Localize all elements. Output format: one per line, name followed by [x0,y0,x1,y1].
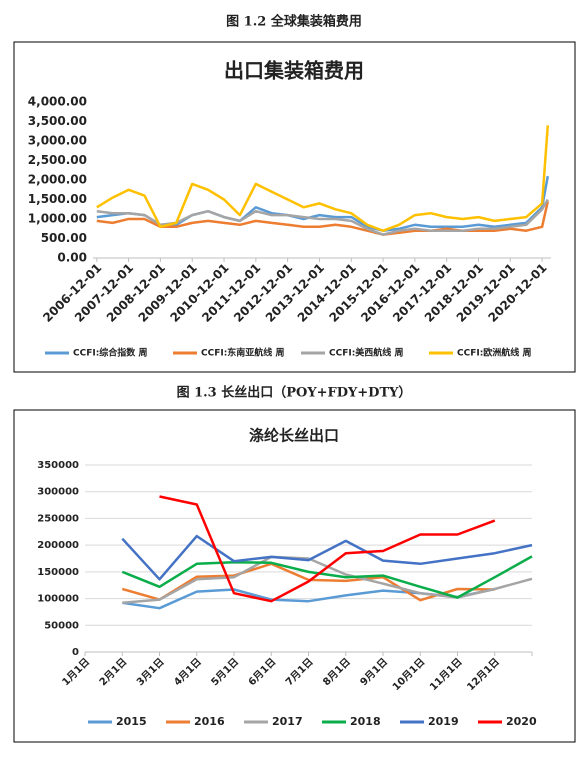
chart-title: 涤纶长丝出口 [249,427,339,445]
legend-label: CCFI:欧洲航线 周 [457,347,531,359]
caption: 图 1.2 全球集装箱费用 [226,14,362,30]
legend-label: 2018 [350,715,381,728]
chart-frame [13,41,576,373]
legend-label: CCFI:美西航线 周 [329,347,403,359]
y-tick-label: 200000 [37,540,79,551]
chart-frame [13,409,576,743]
y-tick-label: 2,000.00 [28,173,87,187]
y-tick-label: 3,500.00 [28,114,87,128]
caption: 图 1.3 长丝出口（POY+FDY+DTY） [177,385,412,401]
legend-label: CCFI:综合指数 周 [73,347,147,359]
series-line [121,534,533,581]
y-tick-label: 2,500.00 [28,153,87,167]
legend-label: CCFI:东南亚航线 周 [201,347,284,359]
series-line [96,201,550,236]
y-tick-label: 0 [72,647,79,658]
y-tick-label: 1,500.00 [28,192,87,206]
legend-label: 2020 [506,715,537,728]
y-tick-label: 250000 [37,513,79,524]
y-tick-label: 150000 [37,567,79,578]
legend-label: 2016 [194,715,225,728]
legend-label: 2017 [272,715,303,728]
series-line [121,555,533,599]
series-line [159,495,496,603]
y-tick-label: 50000 [44,620,79,631]
y-tick-label: 1,000.00 [28,212,87,226]
y-tick-label: 500.00 [41,231,87,245]
y-tick-label: 4,000.00 [28,95,87,109]
y-tick-label: 100000 [37,594,79,605]
legend-label: 2019 [428,715,459,728]
series-line [121,562,495,602]
chart-title: 出口集装箱费用 [224,59,364,83]
y-tick-label: 3,000.00 [28,134,87,148]
y-tick-label: 350000 [37,460,79,471]
y-tick-label: 0.00 [57,251,87,265]
series-line [96,125,550,232]
legend-label: 2015 [116,715,147,728]
y-tick-label: 300000 [37,487,79,498]
